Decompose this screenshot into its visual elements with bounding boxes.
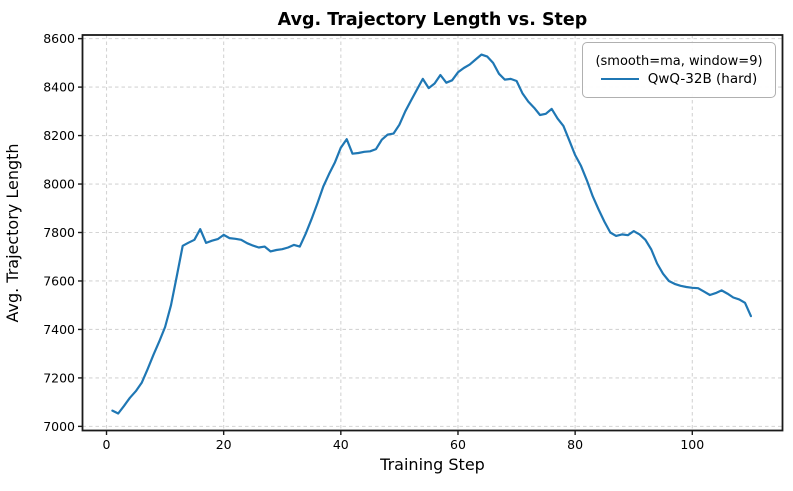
y-tick-label: 7200 (43, 370, 75, 385)
y-tick-label: 7600 (43, 273, 75, 288)
legend: (smooth=ma, window=9) QwQ-32B (hard) (582, 42, 776, 98)
grid-layer (82, 35, 783, 431)
x-tick-label: 60 (450, 437, 466, 452)
y-tick-label: 7800 (43, 225, 75, 240)
y-tick-label: 7000 (43, 419, 75, 434)
x-tick-label: 20 (216, 437, 232, 452)
chart-title: Avg. Trajectory Length vs. Step (278, 10, 588, 30)
y-tick-label: 7400 (43, 322, 75, 337)
series-line (111, 53, 753, 415)
x-tick-label: 100 (680, 437, 704, 452)
legend-entry: QwQ-32B (hard) (600, 70, 758, 88)
y-tick-label: 8200 (43, 128, 75, 143)
y-axis-label: Avg. Trajectory Length (3, 143, 22, 322)
x-tick-label: 80 (567, 437, 583, 452)
y-tick-label: 8600 (43, 31, 75, 46)
y-tick-label: 8000 (43, 177, 75, 192)
data-layer (111, 53, 753, 415)
tick-layer: 0 20 40 60 80 100 7000 7200 7400 7600 7800 8000 8200… (43, 31, 704, 452)
legend-entry-label: QwQ-32B (hard) (647, 71, 758, 88)
x-axis-label: Training Step (379, 455, 485, 474)
y-tick-label: 8400 (43, 80, 75, 95)
legend-title: (smooth=ma, window=9) (595, 53, 763, 69)
x-tick-label: 0 (103, 437, 111, 452)
x-tick-label: 40 (333, 437, 349, 452)
legend-line-sample (600, 78, 639, 81)
